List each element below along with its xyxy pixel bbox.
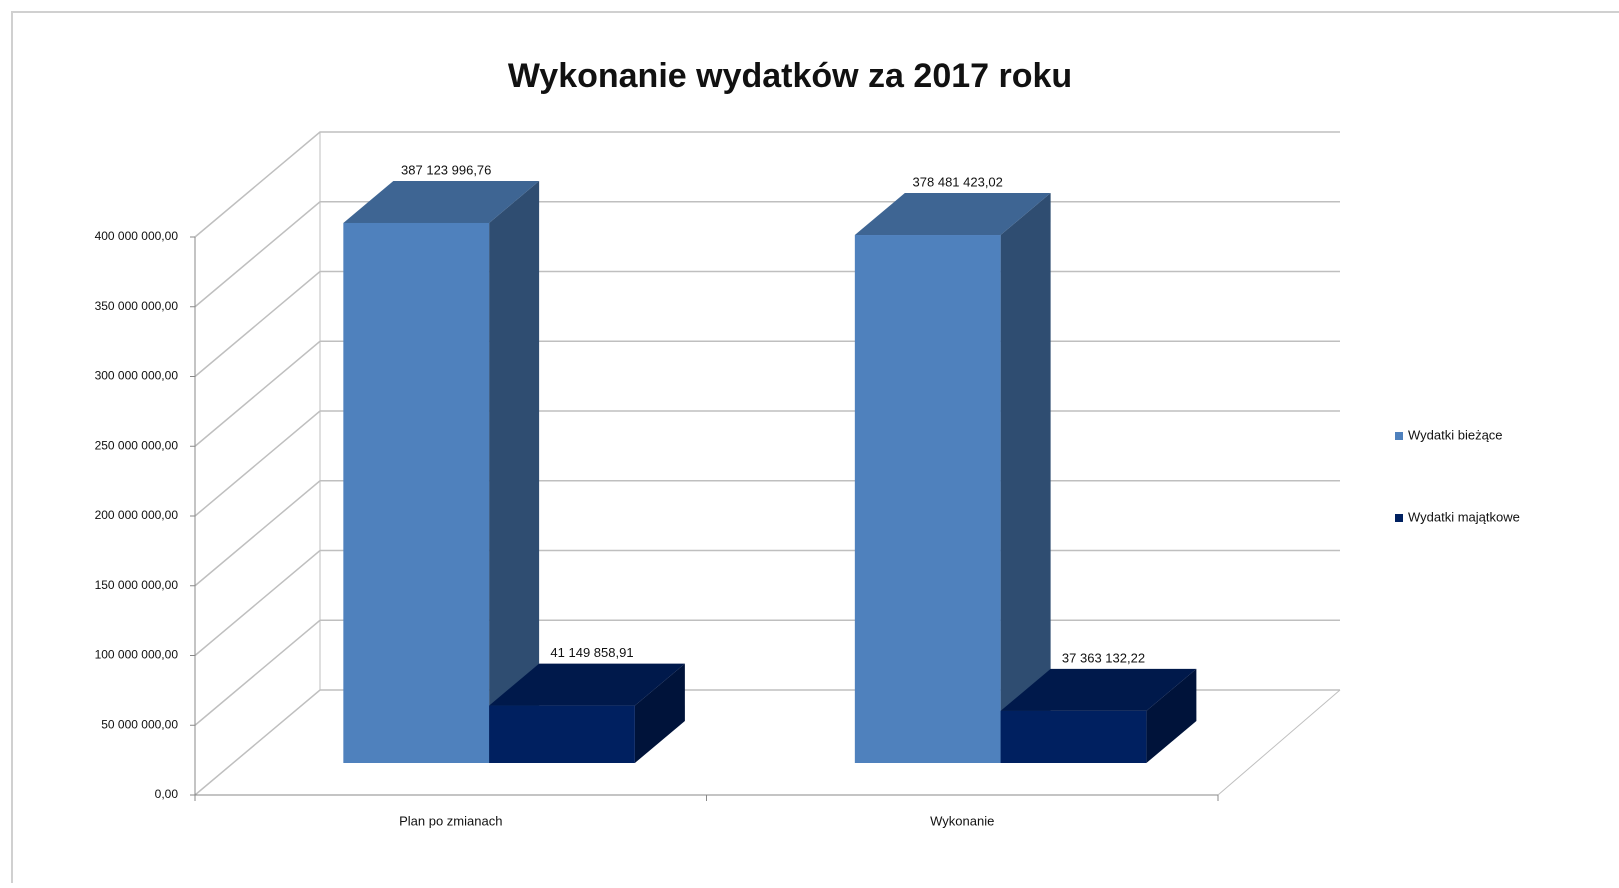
y-tick-label: 150 000 000,00 bbox=[95, 578, 179, 592]
y-tick-label: 300 000 000,00 bbox=[95, 369, 179, 383]
bar-side bbox=[489, 180, 540, 763]
chart-title: Wykonanie wydatków za 2017 roku bbox=[508, 57, 1072, 95]
value-label: 378 481 423,02 bbox=[913, 174, 1003, 189]
bar-top bbox=[1000, 668, 1197, 711]
value-label: 41 149 858,91 bbox=[550, 645, 633, 660]
bar-top bbox=[854, 193, 1051, 236]
y-tick-label: 350 000 000,00 bbox=[95, 299, 179, 313]
floor-edge bbox=[1217, 689, 1341, 796]
y-tick-label: 250 000 000,00 bbox=[95, 438, 179, 452]
y-tick-label: 100 000 000,00 bbox=[95, 648, 179, 662]
bar-side bbox=[634, 663, 685, 763]
bar-side bbox=[1146, 668, 1197, 763]
x-tick-label: Plan po zmianach bbox=[399, 813, 502, 828]
bar bbox=[343, 222, 490, 763]
y-tick-label: 400 000 000,00 bbox=[95, 229, 179, 243]
y-tick-label: 50 000 000,00 bbox=[101, 717, 178, 731]
bar bbox=[854, 235, 1001, 763]
bar-top bbox=[343, 180, 540, 223]
value-label: 37 363 132,22 bbox=[1062, 650, 1145, 665]
bar-side bbox=[1000, 193, 1051, 763]
legend-swatch bbox=[1395, 432, 1403, 440]
legend-swatch bbox=[1395, 514, 1403, 522]
y-tick-label: 200 000 000,00 bbox=[95, 508, 179, 522]
legend-label: Wydatki majątkowe bbox=[1408, 509, 1520, 524]
y-tick-label: 0,00 bbox=[155, 787, 179, 801]
x-tick-label: Wykonanie bbox=[930, 813, 994, 828]
grid-line bbox=[194, 131, 1340, 238]
legend-label: Wydatki bieżące bbox=[1408, 427, 1503, 442]
bar bbox=[489, 705, 635, 763]
chart-frame bbox=[11, 11, 1619, 888]
bar-top bbox=[489, 663, 685, 706]
value-label: 387 123 996,76 bbox=[401, 162, 491, 177]
bar bbox=[1000, 710, 1147, 763]
